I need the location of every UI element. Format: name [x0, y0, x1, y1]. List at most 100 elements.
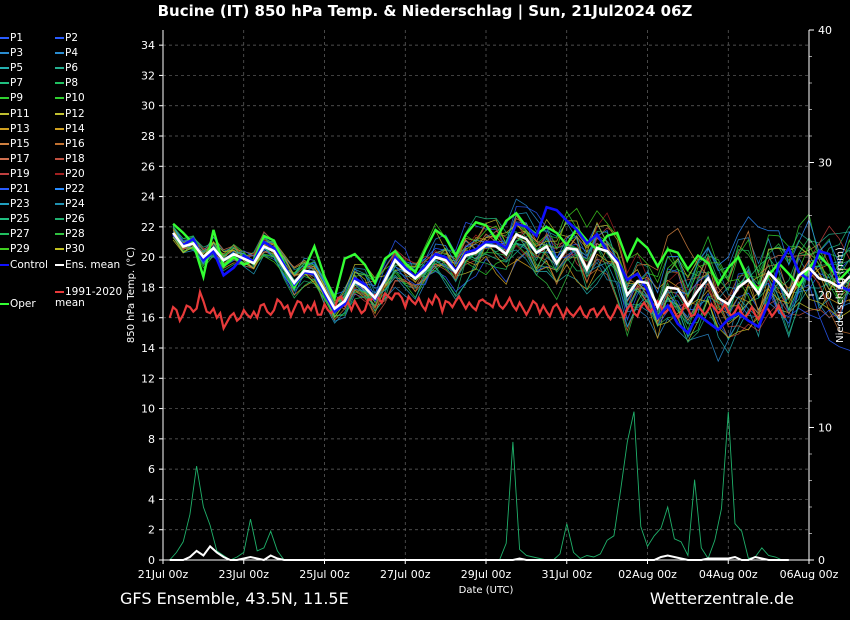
x-tick-label: 29Jul 00z: [461, 568, 512, 581]
legend-swatch: [0, 233, 9, 236]
legend-swatch: [0, 188, 9, 190]
member-line: [172, 214, 850, 310]
legend-swatch: [55, 291, 64, 293]
climate-mean-line: [168, 288, 787, 332]
legend-label: P15: [10, 137, 30, 150]
x-tick-label: 27Jul 00z: [380, 568, 431, 581]
legend-item: P13: [0, 122, 30, 135]
legend-item: P16: [55, 137, 85, 150]
legend-item: P22: [55, 184, 85, 195]
legend-label: P9: [10, 92, 24, 105]
legend-label: P16: [65, 137, 85, 150]
legend-item: P12: [55, 107, 85, 120]
x-tick-label: 06Aug 00z: [780, 568, 839, 581]
member-line: [172, 225, 850, 323]
legend-swatch: [55, 127, 64, 130]
legend-item: P3: [0, 48, 23, 59]
legend-swatch: [55, 97, 64, 100]
legend-swatch: [55, 67, 64, 70]
legend-item: P26: [55, 214, 85, 225]
legend-swatch: [0, 67, 9, 70]
legend-label: P4: [65, 47, 79, 60]
x-tick-label: 02Aug 00z: [618, 568, 677, 581]
model-info: GFS Ensemble, 43.5N, 11.5E: [120, 589, 349, 608]
y-tick-label: 8: [148, 433, 155, 446]
member-line: [172, 227, 850, 317]
legend-item: P23: [0, 199, 30, 210]
y-tick-label: 28: [141, 130, 155, 143]
y2-tick-label: 30: [818, 157, 832, 170]
ens-mean-line: [172, 232, 850, 311]
legend-swatch: [0, 97, 9, 100]
legend-swatch: [0, 157, 9, 160]
legend-swatch: [0, 112, 9, 115]
precipitation-lines: [169, 411, 789, 562]
legend-item: P17: [0, 152, 30, 165]
legend-item: P19: [0, 167, 30, 180]
x-axis-label: Date (UTC): [459, 585, 514, 596]
y2-axis-label: Niederschlag (mm): [835, 247, 846, 343]
legend-label: P10: [65, 92, 85, 105]
x-tick-label: 31Jul 00z: [541, 568, 592, 581]
legend-swatch: [55, 248, 64, 251]
y-tick-label: 16: [141, 312, 155, 325]
legend-item: P1: [0, 33, 23, 44]
y-tick-label: 4: [148, 493, 155, 506]
legend-item: P29: [0, 244, 30, 255]
legend-swatch: [55, 157, 64, 160]
legend-label: P11: [10, 107, 30, 120]
legend-label: Ens. mean: [65, 258, 121, 271]
legend-item: P6: [55, 63, 78, 74]
legend-label: P22: [65, 183, 85, 195]
legend-item: P9: [0, 93, 23, 104]
member-line: [172, 229, 850, 339]
legend-label: Oper: [10, 298, 36, 310]
member-line: [172, 221, 850, 338]
legend-item: P8: [55, 78, 78, 89]
legend-label: P2: [65, 32, 79, 44]
legend-item: P21: [0, 184, 30, 195]
legend-swatch: [0, 127, 9, 130]
legend-swatch: [0, 303, 9, 305]
main-series: [168, 205, 850, 335]
y-tick-label: 32: [141, 69, 155, 82]
y-tick-label: 10: [141, 403, 155, 416]
legend-swatch: [55, 233, 64, 236]
legend-item: P18: [55, 153, 85, 165]
legend-item: P5: [0, 63, 23, 74]
legend-item: P11: [0, 107, 30, 120]
legend-label: P27: [10, 228, 30, 241]
y-tick-label: 22: [141, 221, 155, 234]
member-line: [172, 215, 850, 328]
x-tick-label: 25Jul 00z: [299, 568, 350, 581]
legend-item: P10: [55, 93, 85, 104]
member-line: [172, 226, 850, 319]
legend-label: P13: [10, 122, 30, 135]
legend-swatch: [55, 52, 64, 55]
legend-label: P19: [10, 167, 30, 180]
legend-item: P24: [55, 199, 85, 210]
legend-label: P8: [65, 77, 79, 90]
legend-label: P17: [10, 152, 30, 165]
legend-swatch: [55, 112, 64, 115]
y-tick-label: 26: [141, 160, 155, 173]
legend-swatch: [55, 82, 64, 85]
y-tick-label: 24: [141, 191, 155, 204]
legend-label: P26: [65, 213, 85, 226]
oper-line: [172, 211, 850, 302]
legend-label: P12: [65, 107, 85, 120]
legend-label: P23: [10, 198, 30, 211]
member-line: [172, 226, 850, 352]
legend-label: Control: [10, 258, 48, 271]
legend-item: Oper: [0, 299, 36, 310]
legend-item: 1991-2020 mean: [55, 287, 122, 309]
member-line: [172, 231, 850, 341]
y-tick-label: 6: [148, 463, 155, 476]
legend-label: P29: [10, 243, 30, 256]
legend-item: P28: [55, 229, 85, 240]
legend-item: P20: [55, 168, 85, 180]
y-tick-label: 30: [141, 100, 155, 113]
y-tick-label: 0: [148, 554, 155, 567]
control-line: [172, 205, 850, 335]
legend-swatch: [55, 203, 64, 206]
